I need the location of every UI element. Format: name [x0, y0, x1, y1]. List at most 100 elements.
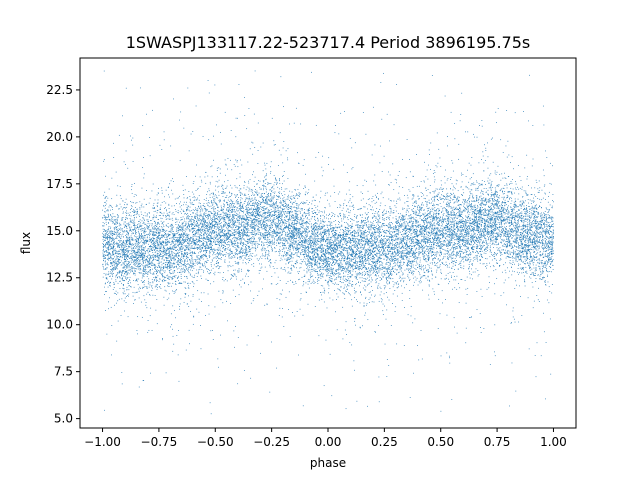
- data-point: [239, 258, 241, 260]
- data-point: [412, 211, 414, 212]
- data-point: [383, 242, 385, 244]
- data-point: [257, 246, 259, 248]
- data-point: [224, 192, 226, 194]
- data-point: [191, 281, 193, 282]
- data-point: [426, 202, 428, 203]
- data-point: [511, 237, 513, 239]
- data-point: [361, 261, 363, 262]
- data-point: [345, 222, 347, 224]
- data-point: [413, 230, 415, 232]
- data-point: [371, 254, 373, 256]
- data-point: [276, 267, 278, 269]
- data-point: [108, 241, 110, 243]
- data-point: [524, 192, 526, 194]
- data-point: [330, 271, 332, 273]
- data-point: [346, 260, 348, 262]
- data-point: [159, 235, 161, 236]
- data-point: [147, 320, 149, 321]
- data-point: [288, 211, 290, 213]
- data-point: [248, 190, 250, 192]
- data-point: [383, 246, 384, 248]
- data-point: [399, 197, 401, 199]
- data-point: [393, 260, 395, 262]
- data-point: [338, 233, 340, 235]
- data-point: [235, 197, 236, 199]
- data-point: [546, 218, 548, 220]
- data-point: [406, 208, 408, 210]
- data-point: [256, 191, 258, 193]
- data-point: [123, 280, 125, 282]
- data-point: [174, 310, 175, 312]
- data-point: [162, 263, 164, 264]
- data-point: [476, 197, 478, 199]
- data-point: [161, 192, 163, 194]
- data-point: [209, 197, 211, 198]
- data-point: [469, 239, 471, 241]
- data-point: [340, 237, 341, 238]
- data-point: [141, 254, 143, 256]
- data-point: [505, 145, 507, 147]
- data-point: [465, 224, 466, 226]
- data-point: [436, 265, 438, 267]
- data-point: [487, 233, 489, 235]
- data-point: [107, 235, 109, 237]
- data-point: [510, 230, 512, 232]
- data-point: [263, 180, 265, 182]
- data-point: [440, 245, 441, 247]
- data-point: [247, 258, 249, 259]
- data-point: [486, 216, 488, 218]
- data-point: [175, 224, 177, 225]
- data-point: [418, 265, 420, 267]
- data-point: [103, 255, 105, 257]
- data-point: [158, 265, 160, 267]
- data-point: [335, 220, 336, 221]
- data-point: [504, 199, 506, 201]
- data-point: [389, 233, 391, 235]
- data-point: [511, 221, 512, 222]
- data-point: [246, 236, 248, 238]
- data-point: [471, 189, 473, 191]
- data-point: [318, 226, 320, 228]
- data-point: [375, 267, 376, 269]
- data-point: [134, 250, 136, 252]
- data-point: [192, 277, 194, 278]
- data-point: [389, 287, 391, 289]
- data-point: [311, 249, 313, 250]
- data-point: [343, 293, 345, 294]
- data-point: [151, 289, 153, 291]
- data-point: [272, 234, 274, 236]
- data-point: [470, 241, 472, 243]
- data-point: [345, 241, 347, 243]
- data-point: [218, 242, 220, 244]
- data-point: [480, 249, 482, 251]
- data-point: [122, 277, 123, 279]
- data-point: [134, 261, 136, 262]
- data-point: [362, 267, 364, 268]
- data-point: [179, 249, 180, 251]
- data-point: [333, 241, 335, 242]
- data-point: [528, 202, 529, 204]
- data-point: [339, 247, 341, 249]
- data-point: [417, 221, 419, 222]
- data-point: [272, 206, 274, 208]
- data-point: [479, 251, 481, 253]
- data-point: [128, 273, 130, 275]
- data-point: [510, 244, 512, 245]
- data-point: [268, 242, 269, 244]
- data-point: [365, 235, 367, 237]
- data-point: [467, 210, 469, 212]
- data-point: [103, 159, 105, 161]
- data-point: [390, 262, 391, 264]
- data-point: [474, 252, 476, 253]
- data-point: [335, 245, 337, 247]
- data-point: [337, 215, 339, 217]
- data-point: [378, 227, 379, 228]
- data-point: [426, 205, 428, 207]
- data-point: [245, 226, 246, 228]
- data-point: [506, 252, 508, 253]
- data-point: [256, 210, 257, 212]
- data-point: [260, 352, 262, 354]
- data-point: [447, 192, 449, 194]
- data-point: [440, 246, 442, 248]
- data-point: [354, 268, 356, 270]
